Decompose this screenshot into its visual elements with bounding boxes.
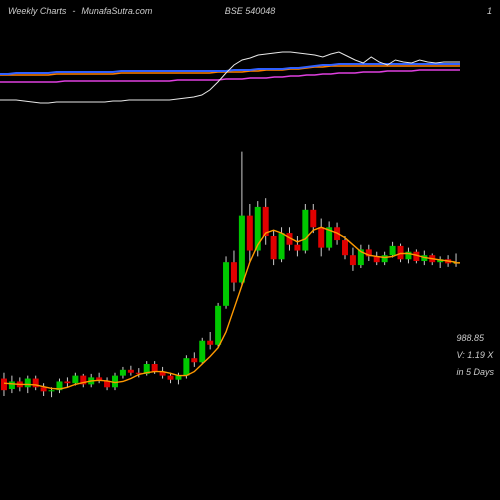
- last-price-label: 988.85: [456, 330, 494, 347]
- days-label: in 5 Days: [456, 364, 494, 381]
- header-separator: -: [72, 6, 75, 16]
- candlestick-chart: [0, 140, 460, 460]
- indicator-panel: [0, 40, 460, 105]
- chart-header: Weekly Charts - MunafaSutra.com BSE 5400…: [0, 4, 500, 18]
- price-panel: [0, 140, 460, 460]
- volume-label: V: 1.19 X: [456, 347, 494, 364]
- source-label: MunafaSutra.com: [81, 6, 152, 16]
- chart-title: Weekly Charts: [8, 6, 66, 16]
- symbol-label: BSE 540048: [225, 6, 276, 16]
- side-info: 988.85 V: 1.19 X in 5 Days: [456, 330, 494, 381]
- indicator-chart: [0, 40, 460, 105]
- page-number: 1: [487, 6, 492, 16]
